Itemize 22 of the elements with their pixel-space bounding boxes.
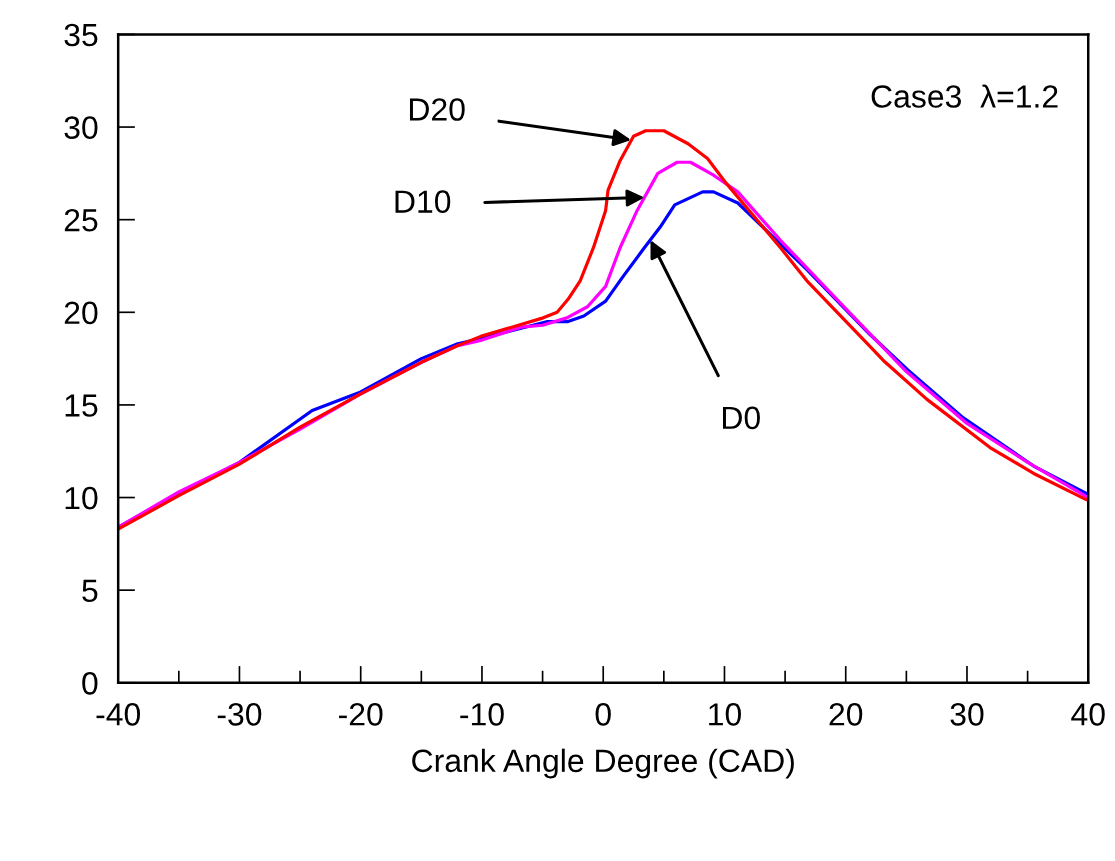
x-tick-label: -10 xyxy=(460,703,504,726)
x-tick-label: 10 xyxy=(709,703,741,726)
x-tick-label: 30 xyxy=(950,703,984,726)
x-tick-label: -40 xyxy=(96,703,141,726)
x-tick-label: -20 xyxy=(339,703,383,726)
y-tick-label: 35 xyxy=(64,23,98,47)
y-tick-label: 5 xyxy=(82,579,98,603)
y-tick-label: 0 xyxy=(82,672,98,695)
x-tick-label: -30 xyxy=(217,703,262,726)
y-tick-label: 25 xyxy=(64,208,98,232)
annotation: D20 xyxy=(409,98,465,121)
y-tick-label: 30 xyxy=(64,116,98,139)
annotation: Case3 λ=1.2 xyxy=(871,84,1058,108)
x-tick-label: 20 xyxy=(829,703,863,726)
y-tick-label: 10 xyxy=(65,486,98,510)
y-tick-label: 20 xyxy=(64,301,98,325)
x-axis-title: Crank Angle Degree (CAD) xyxy=(412,748,794,779)
annotation: D0 xyxy=(722,406,760,430)
x-tick-label: 40 xyxy=(1071,703,1105,726)
y-tick-label: 15 xyxy=(65,394,98,417)
x-tick-label: 0 xyxy=(595,703,611,726)
annotation: D10 xyxy=(395,190,451,213)
